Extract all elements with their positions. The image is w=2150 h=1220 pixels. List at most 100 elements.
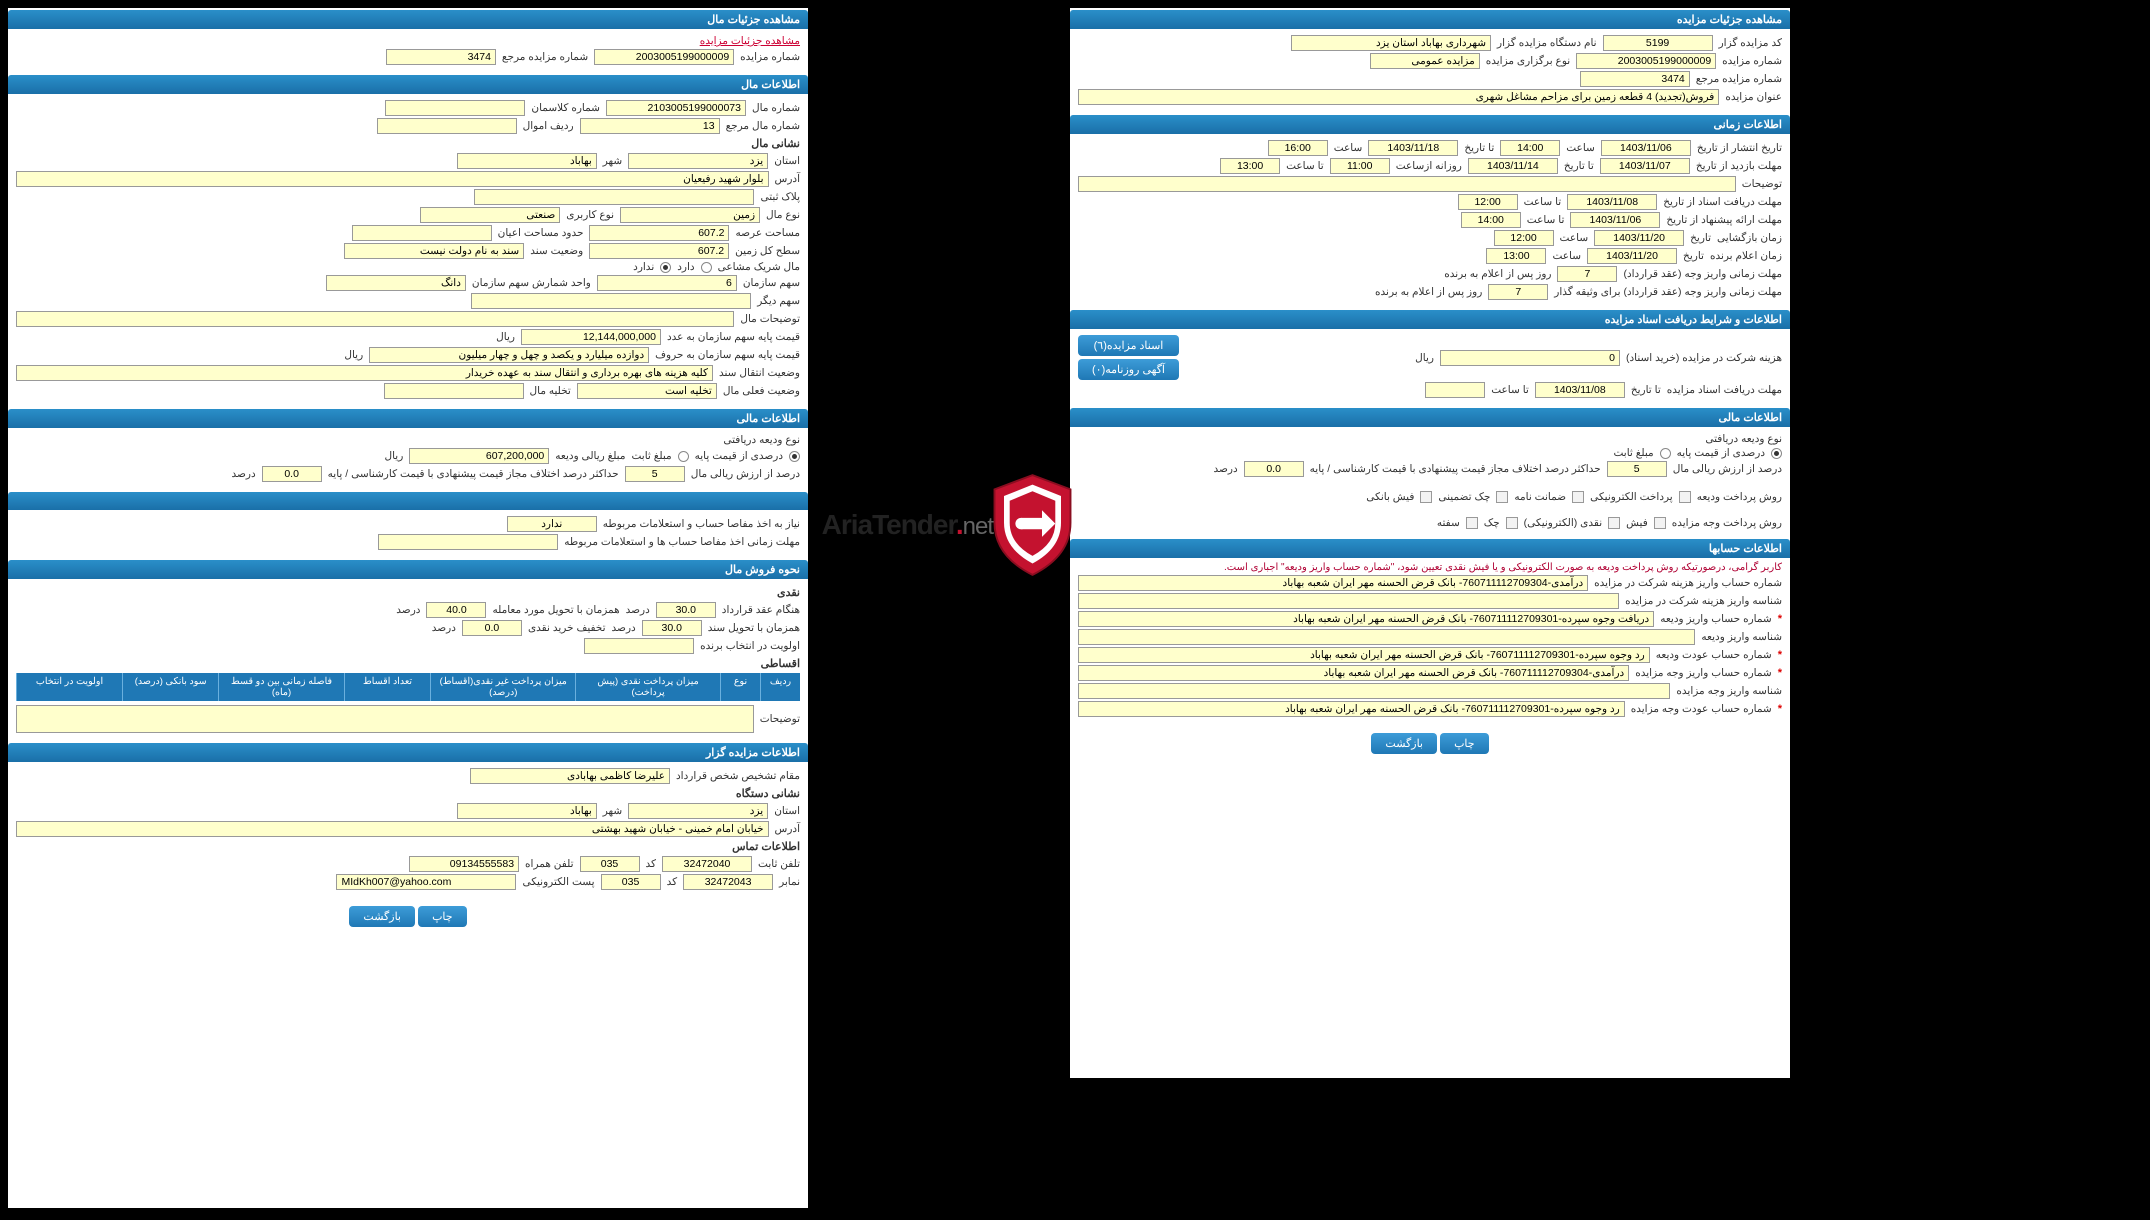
cb-a2[interactable] bbox=[1608, 517, 1620, 529]
cb-check[interactable] bbox=[1496, 491, 1508, 503]
lbl: روش پرداخت ودیعه bbox=[1697, 491, 1782, 503]
time: 14:00 bbox=[1500, 140, 1560, 156]
diff: 0.0 bbox=[1244, 461, 1304, 477]
ref-num: 3474 bbox=[1580, 71, 1690, 87]
lbl: مهلت بازدید از تاریخ bbox=[1696, 160, 1782, 172]
transfer-status: کلیه هزینه های بهره برداری و انتقال سند … bbox=[16, 365, 713, 381]
lbl: چک تضمینی bbox=[1438, 491, 1490, 503]
lbl: تلفن همراه bbox=[525, 858, 573, 870]
ayan bbox=[352, 225, 492, 241]
lbl: زمان بازگشایی bbox=[1717, 232, 1782, 244]
sec2-header: اطلاعات مال bbox=[8, 75, 808, 94]
lbl: نمابر bbox=[779, 876, 800, 888]
lbl: آدرس bbox=[775, 173, 800, 185]
sec1-header: مشاهده جزئیات مزایده bbox=[1070, 10, 1790, 29]
fax: 32472043 bbox=[683, 874, 773, 890]
time bbox=[1425, 382, 1485, 398]
lbl: درصدی از قیمت پایه bbox=[695, 450, 783, 462]
th: میزان پرداخت نقدی (پیش پرداخت) bbox=[575, 673, 720, 701]
lbl: اولویت در انتخاب برنده bbox=[700, 640, 800, 652]
lbl: شماره مال bbox=[752, 102, 800, 114]
acct-id bbox=[1078, 683, 1670, 699]
date: 1403/11/14 bbox=[1468, 158, 1558, 174]
diff: 0.0 bbox=[262, 466, 322, 482]
lbl: فیش bbox=[1626, 517, 1648, 529]
lbl: توضیحات bbox=[1742, 178, 1782, 190]
sec2-header: اطلاعات زمانی bbox=[1070, 115, 1790, 134]
date: 1403/11/06 bbox=[1570, 212, 1660, 228]
lbl: شماره حساب عودت وجه مزایده bbox=[1631, 703, 1772, 715]
current-status: تخلیه است bbox=[577, 383, 717, 399]
th: نوع bbox=[720, 673, 760, 701]
cb-a3[interactable] bbox=[1506, 517, 1518, 529]
lbl: قیمت پایه سهم سازمان به عدد bbox=[667, 331, 800, 343]
lbl: آدرس bbox=[775, 823, 800, 835]
lbl: مهلت دریافت اسناد از تاریخ bbox=[1663, 196, 1782, 208]
cb-fish[interactable] bbox=[1420, 491, 1432, 503]
view-auction-link[interactable]: مشاهده جزئیات مزایده bbox=[700, 35, 800, 47]
cb-guarantee[interactable] bbox=[1572, 491, 1584, 503]
installment-sub: اقساطی bbox=[16, 657, 800, 670]
time: 11:00 bbox=[1330, 158, 1390, 174]
lbl: ریال bbox=[1415, 352, 1434, 364]
lbl: کد مزایده گزار bbox=[1719, 37, 1782, 49]
lbl: ساعت bbox=[1334, 142, 1363, 154]
pct1: 30.0 bbox=[656, 602, 716, 618]
dep-amount: 607,200,000 bbox=[409, 448, 549, 464]
lbl: نام دستگاه مزایده گزار bbox=[1497, 37, 1597, 49]
required-star: * bbox=[1778, 613, 1782, 625]
th: میزان پرداخت غیر نقدی(اقساط)(درصد) bbox=[430, 673, 575, 701]
lbl: درصد bbox=[231, 468, 255, 480]
lbl: روز پس از اعلام به برنده bbox=[1444, 268, 1551, 280]
lbl: حداکثر درصد اختلاف مجاز قیمت پیشنهادی با… bbox=[1310, 463, 1601, 475]
lbl: روش پرداخت وجه مزایده bbox=[1672, 517, 1782, 529]
sec4-header bbox=[8, 492, 808, 510]
docs-button[interactable]: اسناد مزایده(٦) bbox=[1078, 335, 1179, 356]
required-star: * bbox=[1778, 649, 1782, 661]
date: 1403/11/08 bbox=[1567, 194, 1657, 210]
radio-fixed[interactable] bbox=[1660, 448, 1671, 459]
lbl: شماره کلاسمان bbox=[531, 102, 600, 114]
radio-pct[interactable] bbox=[1771, 448, 1782, 459]
radio-hasnt[interactable] bbox=[660, 262, 671, 273]
back-button[interactable]: بازگشت bbox=[1371, 733, 1437, 754]
usage: صنعتی bbox=[420, 207, 560, 223]
lbl: تا ساعت bbox=[1286, 160, 1324, 172]
lbl: نوع مال bbox=[766, 209, 800, 221]
lbl: درصد از ارزش ریالی مال bbox=[1673, 463, 1782, 475]
time: 13:00 bbox=[1220, 158, 1280, 174]
acct: درآمدی-760711112709304- بانک قرض الحسنه … bbox=[1078, 665, 1629, 681]
auction-details-panel: مشاهده جزئیات مزایده کد مزایده گزار 5199… bbox=[1070, 8, 1790, 1078]
lbl: حداکثر درصد اختلاف مجاز قیمت پیشنهادی با… bbox=[328, 468, 619, 480]
lbl: زمان اعلام برنده bbox=[1710, 250, 1782, 262]
radio-has[interactable] bbox=[701, 262, 712, 273]
radio-pct[interactable] bbox=[789, 451, 800, 462]
lbl: سفته bbox=[1437, 517, 1460, 529]
sec1-header: مشاهده جزئیات مال bbox=[8, 10, 808, 29]
sec3-header: اطلاعات و شرایط دریافت اسناد مزایده bbox=[1070, 310, 1790, 329]
lbl: شناسه واریز ودیعه bbox=[1701, 631, 1782, 643]
org-address-sub: نشانی دستگاه bbox=[16, 787, 800, 800]
class-num bbox=[385, 100, 525, 116]
cb-electronic[interactable] bbox=[1679, 491, 1691, 503]
auction-num: 2003005199000009 bbox=[1576, 53, 1716, 69]
cb-a1[interactable] bbox=[1654, 517, 1666, 529]
print-button[interactable]: چاپ bbox=[418, 906, 467, 927]
lbl: درصد bbox=[1213, 463, 1237, 475]
print-button[interactable]: چاپ bbox=[1440, 733, 1489, 754]
tel: 32472040 bbox=[662, 856, 752, 872]
radio-fixed[interactable] bbox=[678, 451, 689, 462]
discount: 0.0 bbox=[462, 620, 522, 636]
newspaper-button[interactable]: آگهی روزنامه(٠) bbox=[1078, 359, 1179, 380]
lbl: شماره مال مرجع bbox=[726, 120, 800, 132]
address: بلوار شهید رفیعیان bbox=[16, 171, 769, 187]
sec5-header: نحوه فروش مال bbox=[8, 560, 808, 579]
lbl: درصدی از قیمت پایه bbox=[1677, 447, 1765, 459]
plak bbox=[474, 189, 754, 205]
cb-a4[interactable] bbox=[1466, 517, 1478, 529]
back-button[interactable]: بازگشت bbox=[349, 906, 415, 927]
land-area: 607.2 bbox=[589, 243, 729, 259]
lbl: شناسه واریز هزینه شرکت در مزایده bbox=[1625, 595, 1782, 607]
date: 1403/11/07 bbox=[1600, 158, 1690, 174]
lbl: روز پس از اعلام به برنده bbox=[1375, 286, 1482, 298]
